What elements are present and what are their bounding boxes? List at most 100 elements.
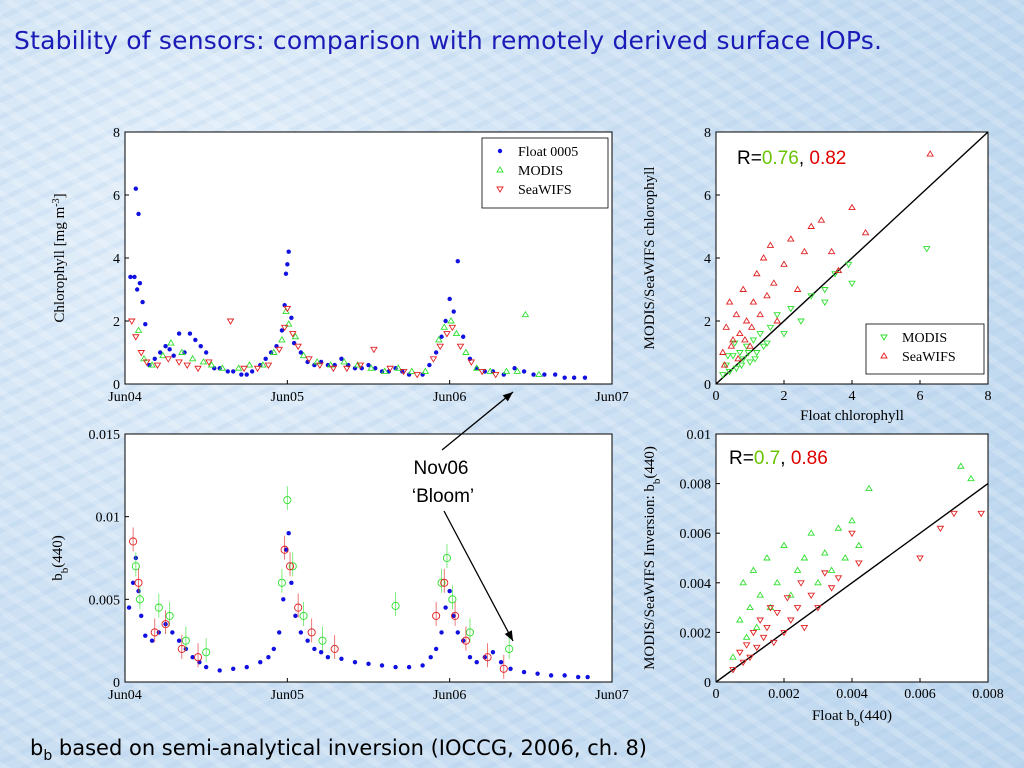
data-point — [289, 580, 294, 585]
chlorophyll-scatter-chart: 0 2 4 6 8 0 2 4 6 8 Float chlorophyll MODIS/SeaWIFS… — [642, 126, 992, 424]
data-point — [807, 293, 815, 300]
x-tick-label: Jun06 — [433, 390, 466, 405]
data-point — [793, 285, 802, 292]
data-point — [353, 361, 362, 368]
data-point — [749, 566, 758, 573]
data-point — [298, 350, 304, 355]
data-point — [452, 329, 461, 337]
data-point — [467, 655, 473, 660]
legend-marker — [496, 166, 504, 173]
data-point — [800, 247, 809, 255]
data-point — [734, 354, 742, 362]
data-point — [535, 671, 540, 676]
data-point — [280, 324, 289, 332]
data-point — [719, 372, 727, 379]
data-point — [288, 562, 297, 571]
x-tick-label: 0.006 — [904, 687, 936, 702]
data-point — [727, 342, 736, 349]
data-point — [936, 525, 945, 533]
data-point — [285, 562, 295, 571]
data-point — [512, 366, 517, 371]
data-point — [284, 320, 293, 327]
data-point — [531, 372, 536, 377]
legend-marker — [880, 352, 888, 359]
data-point — [499, 664, 508, 673]
x-tick-label: Jun04 — [108, 688, 141, 703]
data-point — [766, 324, 775, 332]
data-point — [399, 368, 408, 376]
data-point — [279, 328, 285, 333]
data-point — [231, 369, 236, 374]
data-point — [165, 611, 174, 620]
data-point — [448, 595, 457, 604]
data-point — [747, 323, 756, 330]
data-point — [366, 661, 371, 667]
y-tick-label: 2 — [704, 315, 711, 330]
backscatter-scatter-chart: 0 0.002 0.004 0.006 0.008 0 0.002 0.004 0.006 0.0… — [642, 428, 1004, 729]
data-point — [421, 367, 430, 374]
data-point — [742, 642, 751, 649]
legend-entry: SeaWIFS — [518, 183, 572, 198]
data-point — [797, 318, 805, 325]
data-point — [432, 611, 441, 620]
data-point — [831, 271, 839, 278]
data-point — [126, 605, 132, 610]
data-point — [356, 362, 365, 369]
data-point — [318, 650, 324, 655]
y-tick-label: 4 — [704, 252, 711, 267]
x-tick-label: Jun07 — [595, 688, 628, 703]
data-point — [521, 369, 527, 374]
series-seawifs — [129, 527, 508, 679]
data-point — [821, 287, 829, 294]
data-point — [821, 549, 829, 556]
data-point — [443, 605, 448, 610]
y-tick-label: 0.004 — [680, 577, 712, 592]
data-point — [571, 375, 577, 380]
data-point — [753, 350, 761, 357]
data-point — [742, 633, 751, 640]
data-point — [161, 620, 170, 629]
data-point — [736, 649, 744, 657]
x-tick-label: 6 — [917, 389, 924, 404]
data-point — [207, 361, 216, 368]
data-point — [157, 350, 163, 355]
data-point — [793, 605, 802, 612]
y-tick-label: 0.01 — [687, 428, 712, 443]
legend-marker — [496, 186, 504, 193]
data-point — [266, 655, 271, 660]
data-point — [455, 258, 460, 264]
data-point — [393, 664, 398, 670]
data-point — [773, 610, 781, 617]
data-point — [443, 318, 448, 324]
data-point — [283, 271, 289, 276]
data-point — [773, 578, 781, 586]
data-point — [766, 241, 775, 248]
data-point — [844, 261, 853, 269]
y-tick-label: 0 — [113, 378, 120, 393]
data-point — [437, 578, 446, 587]
data-point — [763, 291, 771, 299]
data-point — [244, 372, 249, 377]
series-seawifs — [729, 510, 985, 674]
y-tick-label: 0.008 — [680, 478, 712, 493]
data-point — [283, 496, 292, 505]
data-point — [756, 310, 764, 318]
data-point — [433, 646, 439, 652]
legend-entry: SeaWIFS — [902, 350, 956, 365]
data-point — [462, 348, 470, 355]
data-point — [455, 630, 460, 635]
series-modis — [729, 462, 975, 660]
data-point — [562, 673, 567, 678]
data-point — [288, 331, 297, 338]
data-point — [163, 344, 168, 349]
data-point — [787, 235, 795, 242]
data-point — [177, 644, 186, 653]
data-point — [719, 348, 727, 355]
legend: MODIS SeaWIFS — [865, 323, 985, 375]
data-point — [739, 285, 747, 292]
data-point — [283, 305, 292, 313]
data-point — [729, 353, 737, 360]
arrow-to-chlorophyll-bloom-head — [502, 392, 513, 402]
data-point — [167, 347, 172, 352]
footer-b-subscript: b — [43, 748, 53, 765]
